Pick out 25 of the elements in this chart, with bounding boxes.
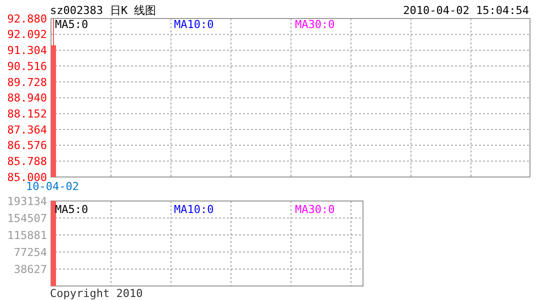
text: MA10:0 [174, 203, 214, 216]
y-tick-label: 193134 [7, 194, 48, 208]
y-tick-label: 88.940 [7, 92, 47, 105]
y-tick-label: 92.092 [7, 28, 47, 42]
chart-subtitle: sz002383 [50, 4, 103, 17]
annotation: MA5:0 [55, 18, 88, 31]
x-tick-label: 10-04-02 [26, 180, 79, 193]
y-tick-label: 92.880 [7, 12, 47, 26]
text: MA30:0 [295, 203, 335, 216]
y-tick-label: 91.304 [7, 44, 48, 58]
y-tick-label: 88.152 [7, 107, 47, 120]
text: Copyright 2010 [50, 287, 143, 300]
y-tick-label: 87.364 [7, 123, 48, 136]
y-tick-label: 90.516 [7, 60, 47, 73]
y-tick-label: 77254 [14, 246, 48, 259]
y-tick-label: 115881 [7, 228, 47, 242]
text: 2010-04-02 15:04:54 [403, 4, 530, 17]
y-tick-label: 89.728 [7, 76, 47, 89]
text: MA10:0 [174, 18, 214, 31]
y-tick-label: 154507 [7, 212, 47, 225]
y-tick-label: 85.788 [7, 155, 47, 168]
text: MA30:0 [295, 18, 335, 31]
y-tick-label: 38627 [14, 262, 47, 276]
y-tick-label: 86.576 [7, 139, 47, 152]
text: 日K 线图 [110, 4, 156, 17]
